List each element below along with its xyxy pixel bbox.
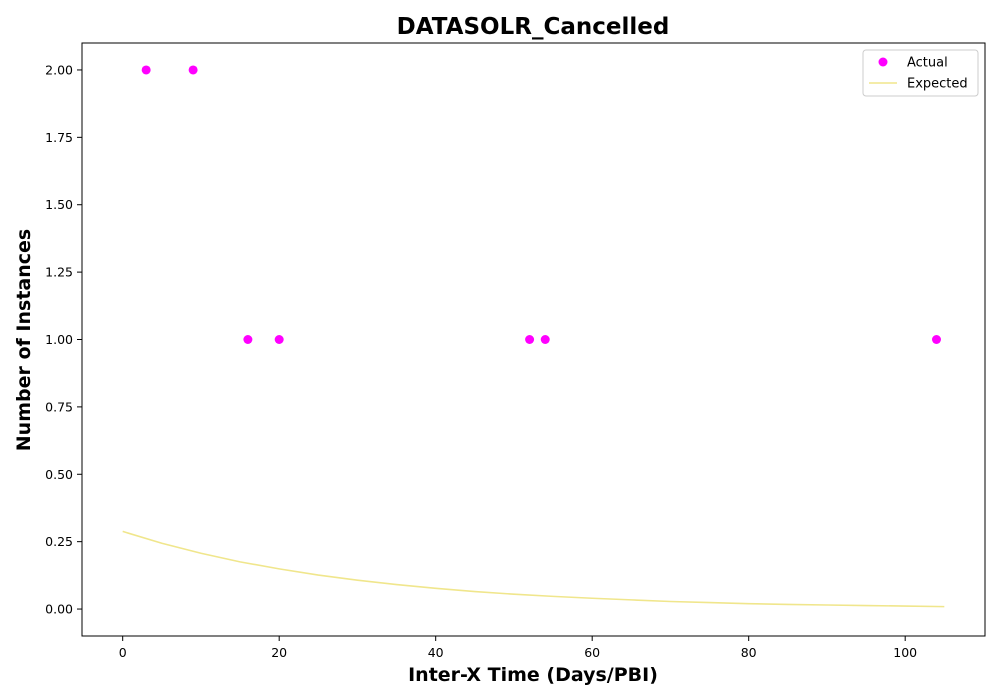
legend-label-actual: Actual [907,56,948,71]
y-tick-label-1: 1.00 [45,332,73,347]
y-tick-label-0.5: 0.50 [45,467,73,482]
y-tick-label-0.75: 0.75 [45,399,73,414]
plot-area: 0 20 40 60 80 100 0.00 0.25 0.50 0.75 1.00 1.25 1.50… [45,42,986,660]
x-axis-label: Inter-X Time (Days/PBI) [408,664,658,686]
y-tick-label-1.75: 1.75 [45,130,73,145]
y-tick-label-1.25: 1.25 [45,265,73,280]
x-tick-label-100: 100 [893,645,917,660]
legend-label-expected: Expected [907,77,968,92]
legend-box [862,49,979,97]
legend: Actual Expected [862,49,979,97]
y-tick-label-2: 2.00 [45,62,73,77]
actual-point-6 [540,335,550,344]
y-axis-label: Number of Instances [13,229,35,451]
y-tick-label-0: 0.00 [45,602,73,617]
y-tick-label-1.5: 1.50 [45,197,73,212]
x-tick-label-40: 40 [428,645,444,660]
legend-marker-actual [878,57,888,67]
actual-point-4 [274,335,284,344]
y-tick-label-0.25: 0.25 [45,534,73,549]
actual-point-5 [525,335,535,344]
actual-point-2 [188,65,198,75]
x-tick-label-0: 0 [119,645,127,660]
actual-point-3 [243,335,253,344]
x-tick-label-60: 60 [584,645,600,660]
x-tick-label-20: 20 [271,645,287,660]
x-tick-label-80: 80 [741,645,757,660]
actual-point-7 [931,335,941,344]
actual-point-1 [141,65,151,75]
chart-title: DATASOLR_Cancelled [397,14,670,40]
expected-line [122,530,945,608]
